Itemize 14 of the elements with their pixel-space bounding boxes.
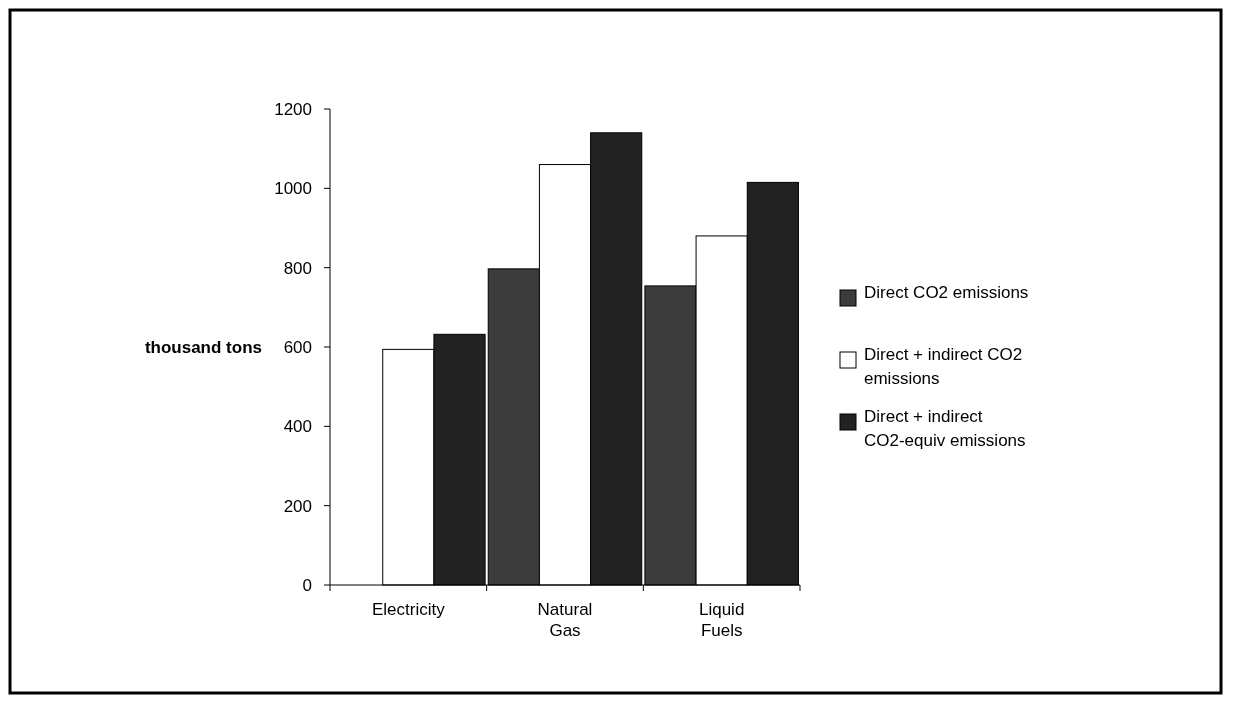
y-tick-label: 800 bbox=[283, 258, 312, 278]
y-tick-label: 1200 bbox=[274, 99, 312, 119]
y-tick-label: 1000 bbox=[274, 179, 312, 199]
y-tick-label: 200 bbox=[283, 496, 312, 516]
y-axis-title: thousand tons bbox=[144, 337, 262, 357]
legend-label: Direct + indirect CO2-equiv emissions bbox=[864, 407, 1026, 450]
legend-label: Direct + indirect CO2 emissions bbox=[864, 345, 1023, 388]
legend-label: Direct CO2 emissions bbox=[864, 283, 1029, 302]
y-tick-label: 400 bbox=[283, 417, 312, 437]
y-tick-label: 600 bbox=[283, 337, 312, 357]
x-tick-label: Natural Gas bbox=[537, 600, 593, 641]
x-tick-label: Electricity bbox=[371, 600, 446, 619]
y-tick-label: 0 bbox=[302, 575, 312, 595]
x-tick-label: Liquid Fuels bbox=[698, 600, 745, 641]
